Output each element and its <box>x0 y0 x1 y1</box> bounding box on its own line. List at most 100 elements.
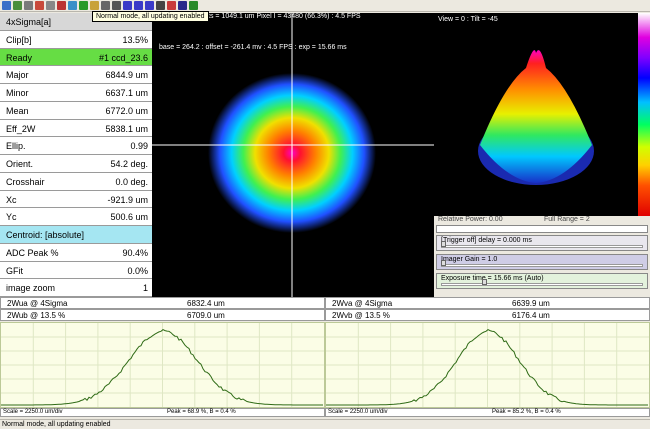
color-scale-bar <box>638 13 650 216</box>
measurement-row[interactable]: Mean 6772.0 um <box>0 101 152 120</box>
profile-u-plot[interactable] <box>0 322 325 408</box>
slider-thumb[interactable] <box>441 260 446 266</box>
target-icon[interactable] <box>178 1 187 10</box>
text-xg-icon[interactable] <box>123 1 132 10</box>
measurement-value: #1 ccd_23.6 <box>98 52 148 63</box>
profile-v-row-1: 2Wva @ 4Sigma 6639.9 um <box>325 297 650 309</box>
measurement-row[interactable]: ADC Peak % 90.4% <box>0 243 152 262</box>
view-tilt-label: View = 0 : Tilt = -45 <box>438 16 498 23</box>
camera-icon[interactable] <box>156 1 165 10</box>
measurement-row[interactable]: GFit 0.0% <box>0 261 152 280</box>
zoom-icon[interactable] <box>68 1 77 10</box>
profile-u-peak: Peak = 68.9 %, B = 0.4 % <box>167 409 236 415</box>
measurement-row[interactable]: Centroid: [absolute] <box>0 226 152 244</box>
undo-icon[interactable] <box>46 1 55 10</box>
measurement-label: image zoom <box>6 283 56 294</box>
profile-v-value-1: 6639.9 um <box>512 299 550 308</box>
control-panel: Relative Power: 0.00 Full Range = 2 [Tri… <box>434 216 650 297</box>
profile-u-scale: Scale = 2250.0 um/div <box>3 409 63 415</box>
measurement-label: Minor <box>6 88 29 98</box>
profile-v-row-2: 2Wvb @ 13.5 % 6176.4 um <box>325 309 650 321</box>
beam-3d-plot <box>478 50 594 185</box>
toolbar <box>0 0 650 12</box>
print-icon[interactable] <box>24 1 33 10</box>
measurement-label: Clip[b] <box>6 34 32 45</box>
measurement-value: 500.6 um <box>110 212 148 223</box>
open-file-icon[interactable] <box>2 1 11 10</box>
measurement-value: 0.99 <box>130 141 148 152</box>
measurement-row[interactable]: Ready #1 ccd_23.6 <box>0 48 152 67</box>
profile-v-scale-bar: Scale = 2250.0 um/div Peak = 85.2 %, B =… <box>325 408 650 417</box>
grid-icon[interactable] <box>101 1 110 10</box>
slider-thumb[interactable] <box>441 241 446 247</box>
measurement-value: 54.2 deg. <box>110 159 148 169</box>
relative-power-label: Relative Power: 0.00 <box>438 216 503 223</box>
beam-image-view[interactable]: ts = 1049.1 um Pixel I = 43480 (66.3%) :… <box>152 13 434 297</box>
slider-thumb[interactable] <box>482 279 487 285</box>
profile-curve <box>1 329 323 406</box>
measurement-row[interactable]: Minor 6637.1 um <box>0 84 152 102</box>
measurement-label: ADC Peak % <box>6 247 59 258</box>
profile-u-scale-bar: Scale = 2250.0 um/div Peak = 68.9 %, B =… <box>0 408 325 417</box>
exposure-time-track[interactable] <box>441 279 643 286</box>
measurement-row[interactable]: Ellip. 0.99 <box>0 137 152 155</box>
profile-v-value-2: 6176.4 um <box>512 311 550 320</box>
view-3d[interactable]: View = 0 : Tilt = -45 <box>434 13 638 216</box>
measurement-label: Ellip. <box>6 141 26 152</box>
measurement-value: 13.5% <box>122 34 148 45</box>
measurement-value: -921.9 um <box>107 194 148 205</box>
measurement-value: 0.0% <box>127 265 148 276</box>
measurement-row[interactable]: Major 6844.9 um <box>0 66 152 84</box>
chart-icon[interactable] <box>189 1 198 10</box>
profile-v-scale: Scale = 2250.0 um/div <box>328 409 388 415</box>
measurement-row[interactable]: image zoom 1 <box>0 279 152 297</box>
copy-icon[interactable] <box>35 1 44 10</box>
camera-header-readout: ts = 1049.1 um Pixel I = 43480 (66.3%) :… <box>208 13 361 20</box>
measurement-row[interactable]: Orient. 54.2 deg. <box>0 155 152 173</box>
camera-status-readout: base = 264.2 : offset = -261.4 mv : 4.5 … <box>159 44 347 51</box>
profile-u-label-1: 2Wua @ 4Sigma <box>7 299 68 308</box>
mountain-surface <box>480 50 592 184</box>
measurement-row[interactable]: Xc -921.9 um <box>0 190 152 209</box>
profile-u-graph <box>1 323 324 407</box>
profile-u-value-1: 6832.4 um <box>187 299 225 308</box>
measurement-label: Centroid: [absolute] <box>6 230 85 240</box>
profile-u-row-1: 2Wua @ 4Sigma 6832.4 um <box>0 297 325 309</box>
profile-v-label-1: 2Wva @ 4Sigma <box>332 299 393 308</box>
measurement-value: 6844.9 um <box>105 70 148 81</box>
measurement-value: 5838.1 um <box>105 123 148 134</box>
play-icon[interactable] <box>79 1 88 10</box>
measurement-label: Xc <box>6 194 17 205</box>
trigger-delay-track[interactable] <box>441 241 643 248</box>
profile-v-peak: Peak = 85.2 %, B = 0.4 % <box>492 409 561 415</box>
color-palette-icon[interactable] <box>90 1 99 10</box>
trigger-delay-slider[interactable]: [Trigger off] delay = 0.000 ms <box>436 235 648 251</box>
save-icon[interactable] <box>13 1 22 10</box>
profile-v-label-2: 2Wvb @ 13.5 % <box>332 311 390 320</box>
measurement-value: 90.4% <box>122 247 148 258</box>
profile-v-plot[interactable] <box>325 322 650 408</box>
measurement-row[interactable]: Crosshair 0.0 deg. <box>0 172 152 191</box>
tooltip: Normal mode, all updating enabled <box>92 11 209 22</box>
measurement-label: Major <box>6 70 29 81</box>
exposure-time-slider[interactable]: Exposure time = 15.66 ms (Auto) <box>436 273 648 289</box>
measurement-label: GFit <box>6 265 23 276</box>
text-xu-icon[interactable] <box>145 1 154 10</box>
measurement-label: Yc <box>6 212 17 223</box>
measurement-label: Crosshair <box>6 176 45 187</box>
measurement-row[interactable]: Yc 500.6 um <box>0 208 152 226</box>
profile-u-row-2: 2Wub @ 13.5 % 6709.0 um <box>0 309 325 321</box>
measurement-label: 4xSigma[a] <box>6 17 52 27</box>
imager-gain-slider[interactable]: Imager Gain = 1.0 <box>436 254 648 270</box>
pencil-icon[interactable] <box>57 1 66 10</box>
crosshair-icon[interactable] <box>167 1 176 10</box>
exposure-time-label: Exposure time = 15.66 ms (Auto) <box>441 275 544 282</box>
measurement-row[interactable]: Eff_2W 5838.1 um <box>0 119 152 138</box>
imager-gain-track[interactable] <box>441 260 643 267</box>
measurement-label: Orient. <box>6 159 34 169</box>
measurement-row[interactable]: Clip[b] 13.5% <box>0 30 152 49</box>
measurement-value: 6772.0 um <box>105 105 148 116</box>
settings-icon[interactable] <box>112 1 121 10</box>
measurement-value: 1 <box>142 283 148 294</box>
text-xp-icon[interactable] <box>134 1 143 10</box>
